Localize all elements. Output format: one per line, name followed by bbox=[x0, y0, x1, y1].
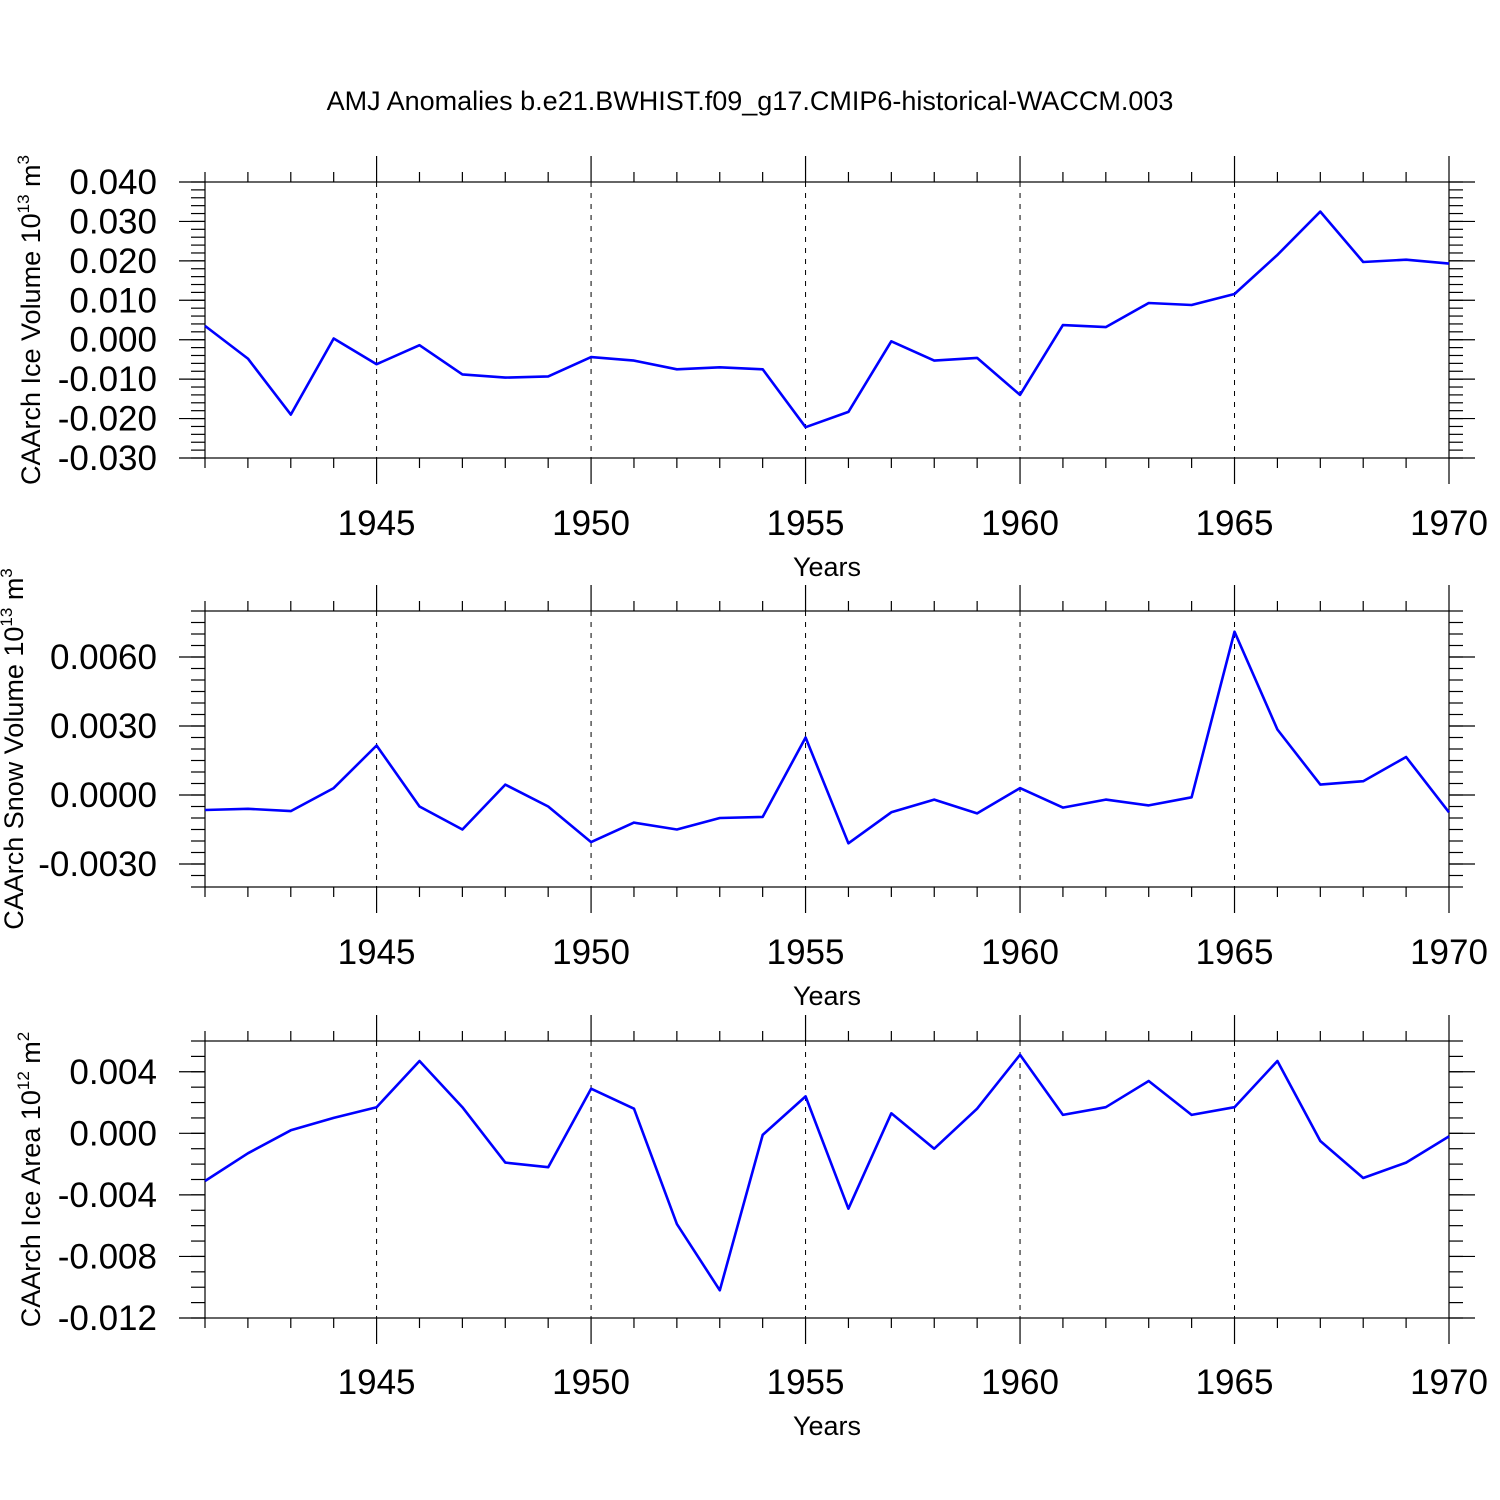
y-tick-label: 0.020 bbox=[69, 242, 157, 281]
x-axis-title: Years bbox=[793, 1411, 861, 1441]
x-tick-label: 1955 bbox=[767, 504, 845, 543]
y-tick-label: -0.004 bbox=[58, 1176, 157, 1215]
y-tick-label: -0.0030 bbox=[38, 845, 157, 884]
plot-frame bbox=[204, 610, 1450, 888]
x-tick-label: 1965 bbox=[1196, 1363, 1274, 1402]
figure-title: AMJ Anomalies b.e21.BWHIST.f09_g17.CMIP6… bbox=[327, 86, 1174, 116]
y-tick-label: -0.008 bbox=[58, 1237, 157, 1276]
x-tick-label: 1970 bbox=[1410, 504, 1488, 543]
y-tick-label: 0.0060 bbox=[50, 638, 157, 677]
x-tick-label: 1965 bbox=[1196, 504, 1274, 543]
y-tick-label: -0.010 bbox=[58, 360, 157, 399]
plot-frame bbox=[204, 1040, 1450, 1319]
y-tick-label: 0.000 bbox=[69, 1114, 157, 1153]
x-tick-label: 1950 bbox=[552, 933, 630, 972]
series-line bbox=[204, 1053, 1450, 1292]
y-axis-title: CAArch Snow Volume 1013 m3 bbox=[0, 568, 29, 930]
y-tick-label: 0.0030 bbox=[50, 707, 157, 746]
y-axis-title: CAArch Ice Volume 1013 m3 bbox=[14, 155, 46, 485]
y-tick-label: 0.0000 bbox=[50, 776, 157, 815]
x-tick-label: 1965 bbox=[1196, 933, 1274, 972]
y-tick-label: -0.020 bbox=[58, 400, 157, 439]
y-axis-title: CAArch Ice Area 1012 m2 bbox=[14, 1032, 46, 1328]
x-tick-label: 1955 bbox=[767, 1363, 845, 1402]
x-axis-title: Years bbox=[793, 981, 861, 1011]
chart-panel-1: 1945 1950 1955 1960 1965 1970 Years -0.030-0.02… bbox=[14, 155, 1488, 582]
y-tick-label: -0.030 bbox=[58, 439, 157, 478]
x-tick-label: 1950 bbox=[552, 504, 630, 543]
plot-frame bbox=[204, 181, 1450, 459]
x-tick-label: 1945 bbox=[338, 1363, 416, 1402]
y-tick-label: 0.040 bbox=[69, 163, 157, 202]
x-tick-label: 1960 bbox=[981, 504, 1059, 543]
y-tick-label: 0.030 bbox=[69, 202, 157, 241]
series-line bbox=[204, 210, 1450, 429]
chart-panel-3: 1945 1950 1955 1960 1965 1970 Years -0.012 -0.00… bbox=[14, 1015, 1488, 1441]
x-axis-title: Years bbox=[793, 552, 861, 582]
x-tick-label: 1960 bbox=[981, 933, 1059, 972]
x-tick-label: 1945 bbox=[338, 504, 416, 543]
series-line bbox=[204, 630, 1451, 845]
x-tick-label: 1945 bbox=[338, 933, 416, 972]
x-tick-label: 1970 bbox=[1410, 1363, 1488, 1402]
x-tick-label: 1960 bbox=[981, 1363, 1059, 1402]
x-tick-label: 1970 bbox=[1410, 933, 1488, 972]
y-tick-label: 0.004 bbox=[69, 1053, 157, 1092]
chart-panels: 1945 1950 1955 1960 1965 1970 Years -0.030-0.02… bbox=[0, 155, 1488, 1441]
x-tick-label: 1955 bbox=[767, 933, 845, 972]
x-tick-label: 1950 bbox=[552, 1363, 630, 1402]
y-tick-label: -0.012 bbox=[58, 1299, 157, 1338]
y-tick-label: 0.010 bbox=[69, 281, 157, 320]
chart-panel-2: 1945 1950 1955 1960 1965 1970 Years -0.0030 0.00… bbox=[0, 568, 1488, 1011]
y-tick-label: 0.000 bbox=[69, 321, 157, 360]
